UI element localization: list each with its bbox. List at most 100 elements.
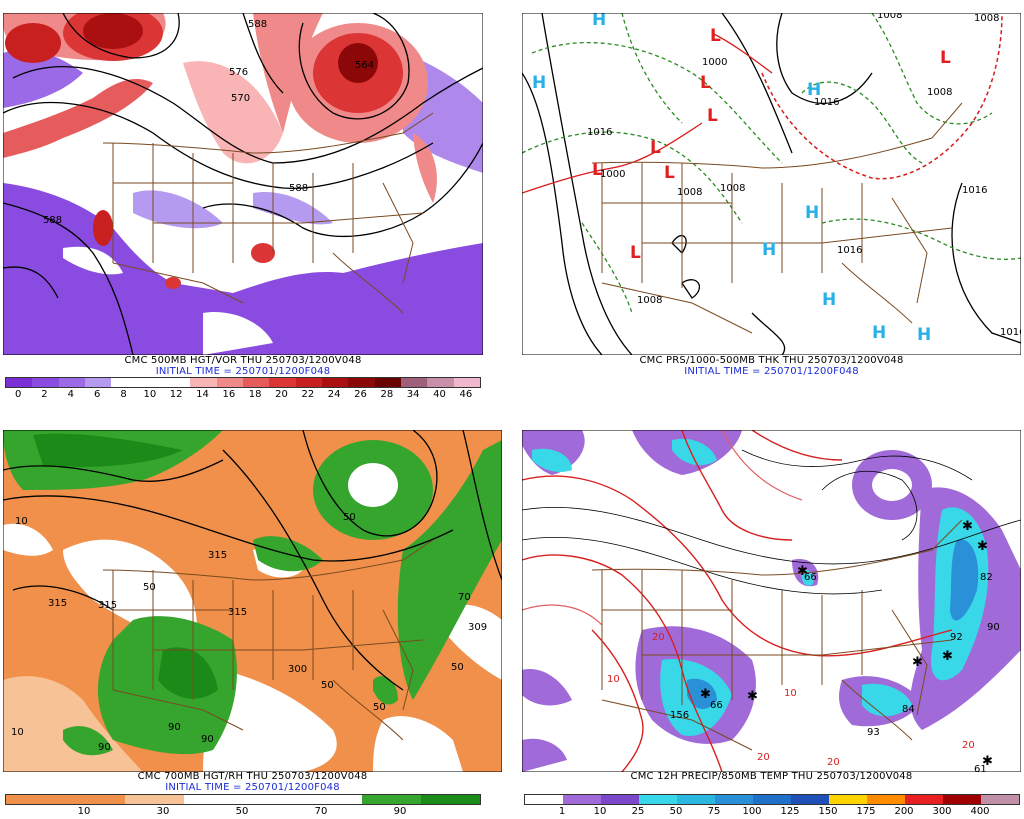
colorbar-tick-label: 18: [248, 389, 262, 400]
colorbar-swatch: [981, 795, 1019, 804]
initial-time: INITIAL TIME = 250701/1200F048: [684, 366, 859, 377]
temp-label: 10: [784, 688, 797, 699]
colorbar-tick-label: 10: [77, 806, 91, 817]
colorbar-swatch: [420, 795, 480, 804]
colorbar-swatch: [639, 795, 677, 804]
isobar-label: 1008: [877, 13, 902, 21]
svg-text:✱: ✱: [942, 649, 953, 664]
colorbar-tick-label: 70: [314, 806, 328, 817]
high-pressure-marker: H: [822, 290, 836, 310]
contour-label: 300: [288, 664, 307, 675]
colorbar-tick-label: 6: [93, 389, 101, 400]
temp-label: 20: [827, 757, 840, 768]
colorbar-tick-label: 300: [932, 806, 952, 817]
isobar-label: 1016: [962, 185, 987, 196]
isobar-label: 1008: [720, 183, 745, 194]
precip-label: 82: [980, 572, 993, 583]
contour-label: 315: [98, 600, 117, 611]
colorbar-tick-label: 75: [707, 806, 721, 817]
panel-title: CMC 700MB HGT/RH THU 250703/1200V048: [137, 771, 368, 782]
colorbar-tick-label: 10: [143, 389, 157, 400]
colorbar-tick-label: 28: [380, 389, 394, 400]
vorticity-colorbar-labels: 0 2 4 6 8 10 12 14 16 18 20 22 24 26 28 34 40 46: [5, 389, 479, 401]
colorbar-swatch: [361, 795, 421, 804]
temp-label: 20: [962, 740, 975, 751]
contour-label: 50: [321, 680, 334, 691]
colorbar-swatch: [753, 795, 791, 804]
colorbar-tick-label: 50: [235, 806, 249, 817]
colorbar-tick-label: 175: [856, 806, 876, 817]
temp-label: 10: [607, 674, 620, 685]
svg-text:✱: ✱: [982, 754, 993, 769]
initial-time: INITIAL TIME = 250701/1200F048: [165, 782, 340, 793]
colorbar-swatch: [400, 378, 428, 387]
colorbar-swatch: [525, 795, 563, 804]
low-pressure-marker: L: [592, 160, 603, 180]
isobar-label: 1016: [1000, 327, 1021, 338]
contour-label: 315: [208, 550, 227, 561]
low-pressure-marker: L: [940, 48, 951, 68]
colorbar-swatch: [453, 378, 480, 387]
colorbar-swatch: [243, 795, 303, 804]
precip-label: 92: [950, 632, 963, 643]
isobar-label: 1016: [814, 97, 839, 108]
high-pressure-marker: H: [807, 80, 821, 100]
colorbar-swatch: [791, 795, 829, 804]
humidity-map: 315 315 315 315 300 309 50 50 10 50 70 9…: [3, 430, 502, 772]
colorbar-tick-label: 125: [780, 806, 800, 817]
colorbar-swatch: [905, 795, 943, 804]
colorbar-tick-label: 2: [41, 389, 48, 400]
colorbar-tick-label: 0: [14, 389, 22, 400]
low-pressure-marker: L: [630, 243, 641, 263]
contour-label: 570: [231, 93, 250, 104]
contour-label: 90: [98, 742, 111, 753]
colorbar-tick-label: 90: [393, 806, 407, 817]
initial-time: INITIAL TIME = 250701/1200F048: [155, 366, 331, 377]
colorbar-tick-label: 30: [156, 806, 170, 817]
precip-label: 66: [710, 700, 723, 711]
low-pressure-marker: L: [707, 106, 718, 126]
svg-text:✱: ✱: [797, 564, 808, 579]
precip-colorbar-labels: 1 10 25 50 75 100 125 150 175 200 300 400: [524, 806, 1018, 818]
colorbar-tick-label: 16: [222, 389, 236, 400]
pressure-map: 1016 1008 1000 1008 1016 1008 1016 1016 …: [522, 13, 1021, 355]
colorbar-tick-label: 8: [120, 389, 127, 400]
low-pressure-marker: L: [664, 163, 675, 183]
colorbar-swatch: [302, 795, 362, 804]
colorbar-swatch: [137, 378, 164, 387]
colorbar-tick-label: 50: [669, 806, 683, 817]
humidity-colorbar-labels: 10 30 50 70 90: [5, 806, 479, 818]
colorbar-swatch: [677, 795, 715, 804]
vorticity-map: 588 576 570 588 588 564: [3, 13, 483, 355]
contour-label: 10: [15, 516, 28, 527]
contour-label: 588: [43, 215, 62, 226]
precip-label: 61: [974, 764, 987, 772]
colorbar-tick-label: 26: [354, 389, 367, 400]
panel-title: CMC PRS/1000-500MB THK THU 250703/1200V0…: [639, 355, 904, 366]
contour-label: 315: [228, 607, 247, 618]
colorbar-swatch: [601, 795, 639, 804]
contour-label: 70: [458, 592, 471, 603]
colorbar-swatch: [58, 378, 85, 387]
svg-text:✱: ✱: [700, 687, 711, 702]
svg-text:✱: ✱: [977, 539, 988, 554]
colorbar-swatch: [348, 378, 375, 387]
colorbar-swatch: [374, 378, 401, 387]
colorbar-tick-label: 25: [631, 806, 645, 817]
colorbar-tick-label: 4: [67, 389, 75, 400]
contour-label: 50: [143, 582, 156, 593]
colorbar-tick-label: 12: [169, 389, 183, 400]
contour-label: 90: [168, 722, 181, 733]
low-pressure-marker: L: [710, 26, 721, 46]
colorbar-tick-label: 150: [818, 806, 838, 817]
high-pressure-marker: H: [532, 73, 546, 93]
colorbar-swatch: [295, 378, 322, 387]
colorbar-swatch: [216, 378, 243, 387]
temp-label: 20: [757, 752, 770, 763]
high-pressure-marker: H: [592, 13, 606, 30]
colorbar-swatch: [269, 378, 296, 387]
colorbar-swatch: [65, 795, 125, 804]
precip-label: 156: [670, 710, 689, 721]
contour-label: 315: [48, 598, 67, 609]
precip-label: 84: [902, 704, 915, 715]
